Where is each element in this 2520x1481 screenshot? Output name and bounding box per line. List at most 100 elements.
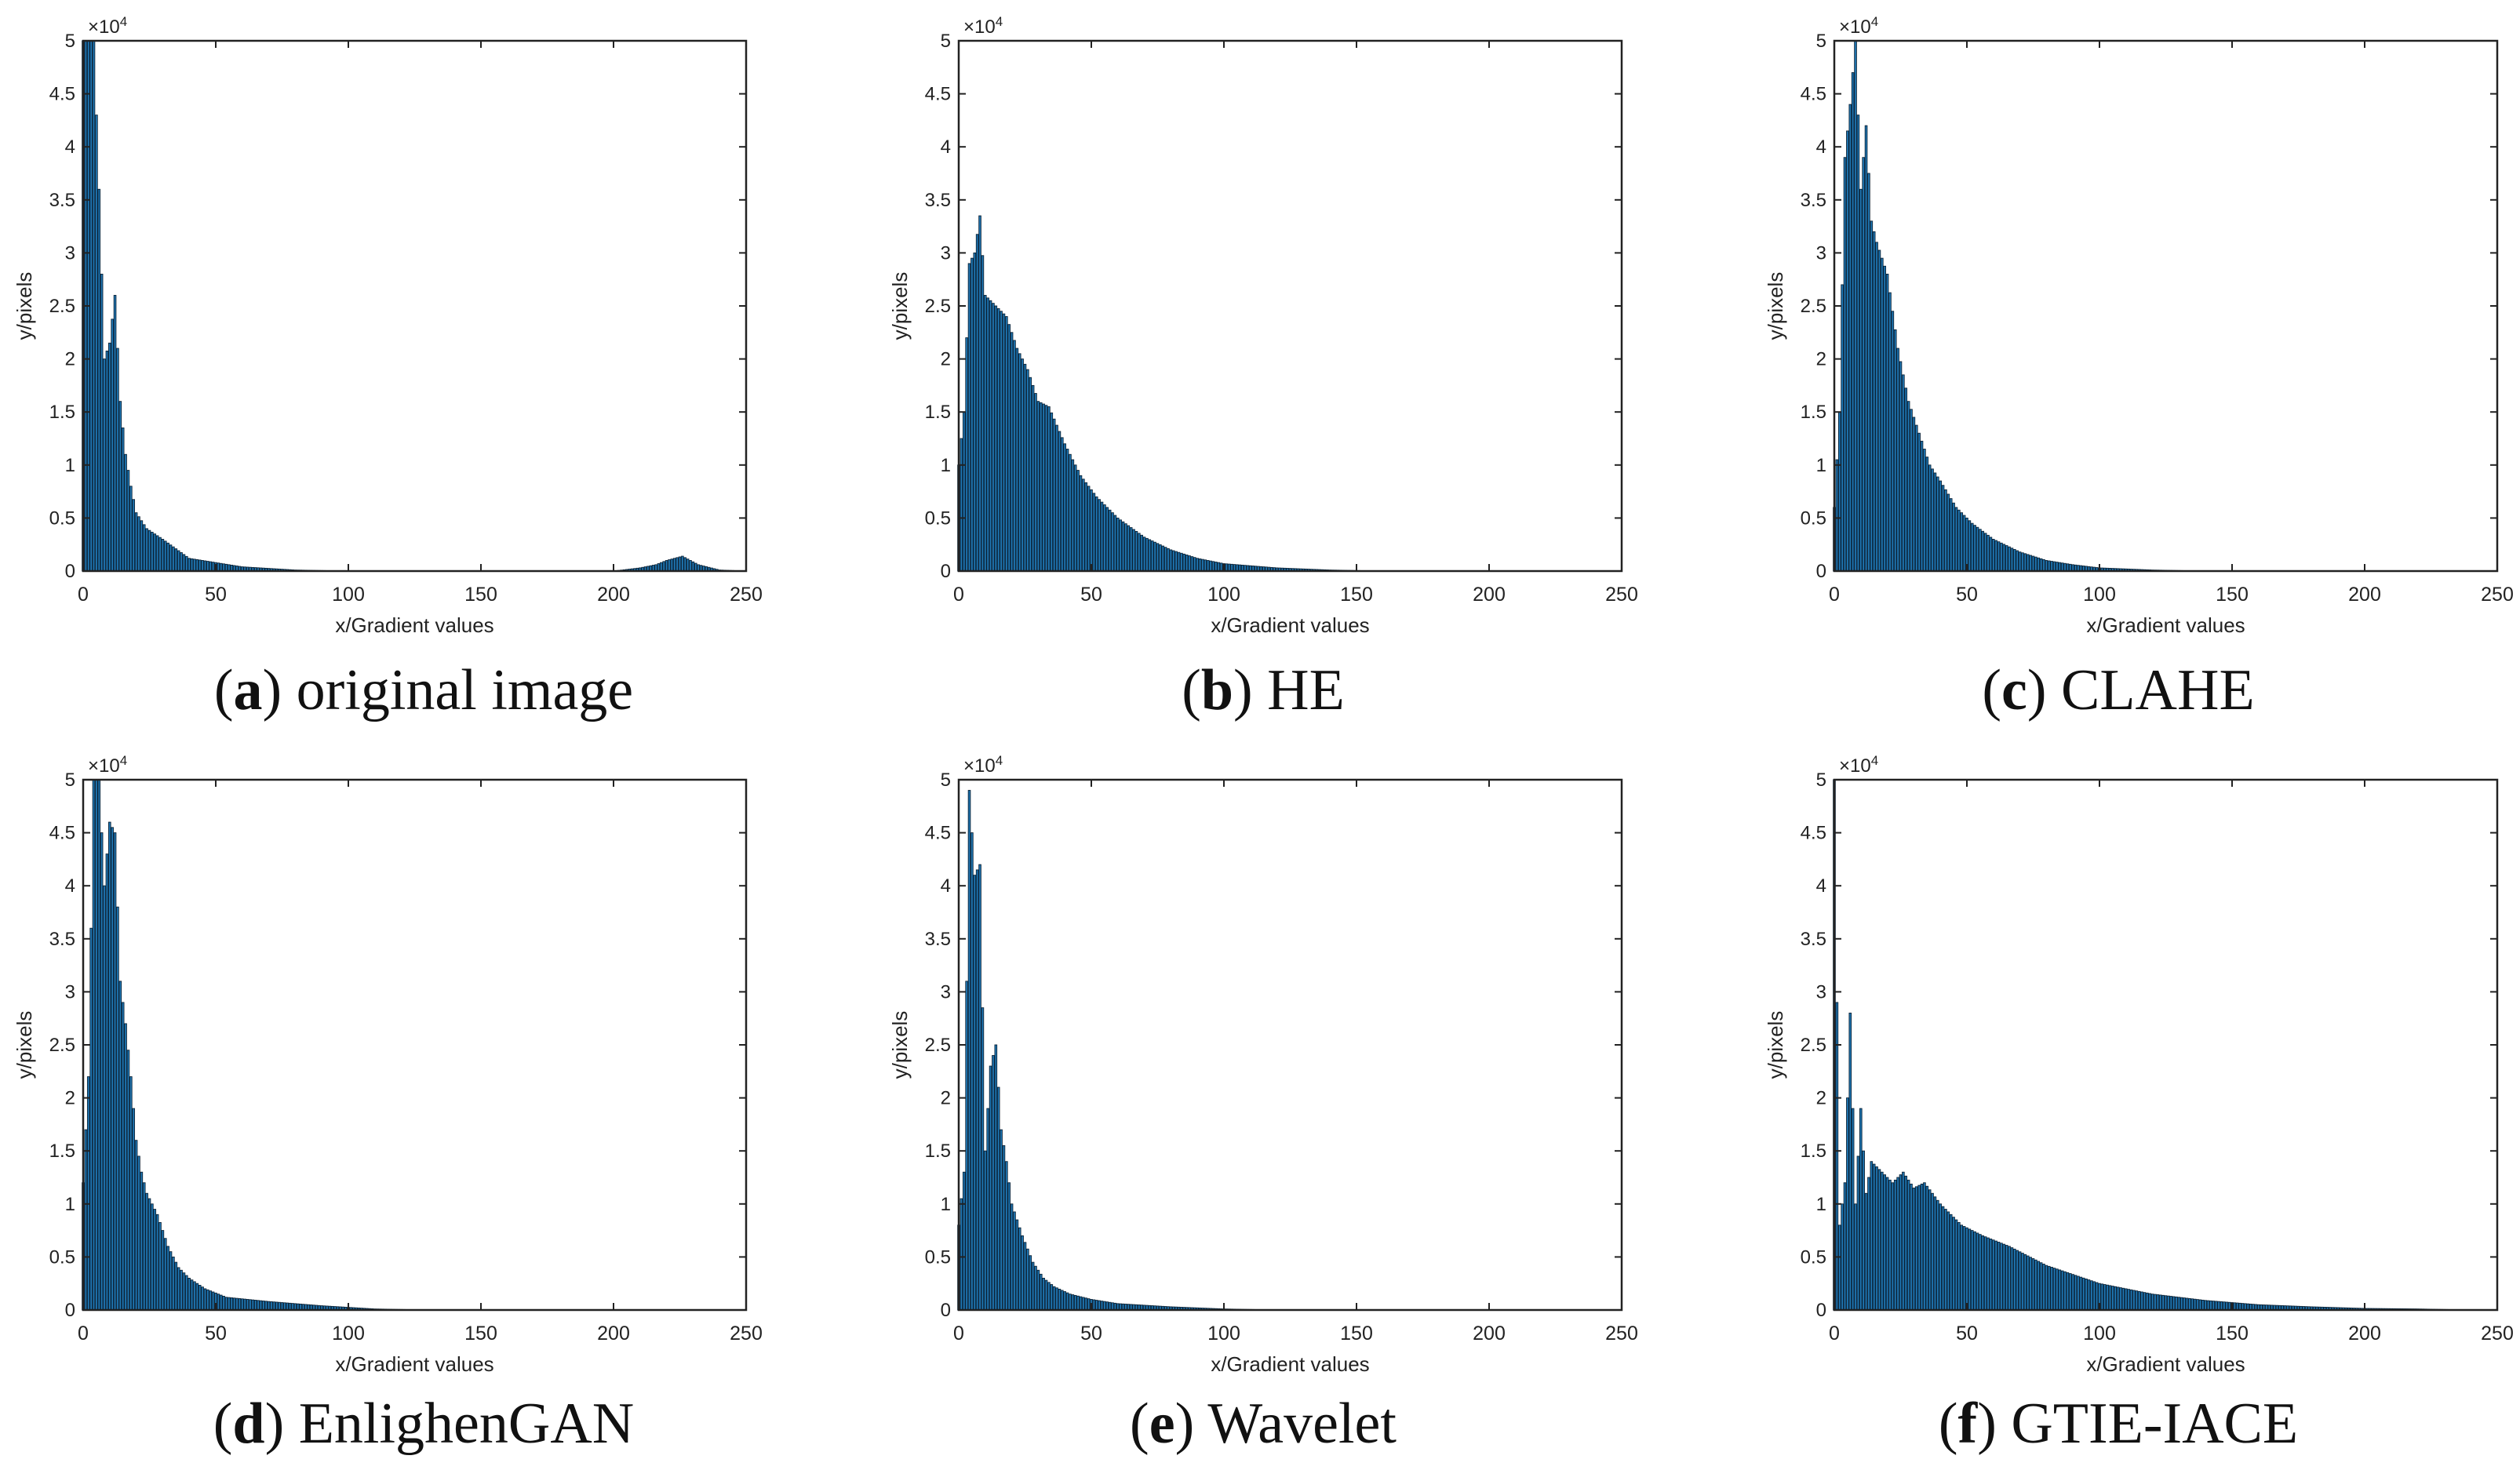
- y-tick-label: 4: [1816, 875, 1826, 897]
- histogram-bar: [100, 273, 104, 572]
- histogram-bar: [1071, 459, 1075, 572]
- histogram-bar: [996, 1086, 1000, 1311]
- histogram-c: 0 50 100 150 200 250 0 0.5 1 1.5 2 2.5 3 3.5 4 4.5 5 ×104…: [1764, 14, 2514, 637]
- histogram-bar: [286, 1302, 290, 1311]
- y-tick-label: 3.5: [1801, 190, 1826, 211]
- histogram-bar: [1891, 311, 1895, 572]
- histogram-bar: [132, 1108, 136, 1311]
- histogram-bar: [1891, 1182, 1895, 1311]
- histogram-bar: [2008, 1246, 2011, 1311]
- x-tick-label: 150: [464, 584, 497, 606]
- histogram-bar: [1134, 530, 1138, 572]
- y-tick-label: 2.5: [49, 296, 75, 317]
- histogram-bar: [1079, 1296, 1083, 1311]
- histogram-bar: [188, 1277, 191, 1311]
- histogram-bar: [2060, 562, 2064, 572]
- histogram-bar: [206, 1289, 209, 1311]
- histogram-bar: [232, 1297, 236, 1311]
- histogram-bar: [2201, 1299, 2205, 1311]
- y-exponent-power: 4: [1871, 14, 1878, 29]
- histogram-bar: [1983, 1236, 1987, 1311]
- histogram-bar: [1917, 432, 1921, 572]
- histogram-bar: [1902, 374, 1905, 572]
- histogram-bar: [665, 560, 668, 572]
- histogram-bar: [694, 562, 697, 572]
- histogram-bar: [2013, 548, 2016, 572]
- histogram-bar: [1848, 1012, 1852, 1311]
- histogram-bar: [2018, 1251, 2022, 1311]
- histogram-bar: [1167, 548, 1170, 572]
- histogram-bar: [147, 1198, 151, 1311]
- histogram-bar: [1973, 525, 1976, 572]
- histogram-bar: [2150, 1294, 2154, 1311]
- histogram-bar: [1883, 265, 1887, 572]
- y-axis-label: y/pixels: [13, 1011, 36, 1079]
- histogram-bar: [153, 533, 157, 572]
- histogram-bar: [1052, 1286, 1056, 1311]
- histogram-bar: [1944, 489, 1947, 572]
- histogram-bar: [2154, 1294, 2157, 1311]
- histogram-bar: [2156, 1294, 2160, 1311]
- y-tick-label: 4: [1816, 136, 1826, 158]
- histogram-bar: [222, 563, 225, 572]
- histogram-bar: [683, 557, 687, 572]
- histogram-bar: [1079, 475, 1083, 572]
- x-tick-label: 150: [464, 1323, 497, 1345]
- histogram-bar: [1846, 1097, 1849, 1311]
- histogram-bar: [1047, 406, 1051, 572]
- histogram-bar: [1859, 1108, 1863, 1311]
- histogram-bar: [2164, 1295, 2168, 1311]
- histogram-bar: [1862, 157, 1865, 572]
- histogram-bar: [86, 1076, 90, 1311]
- histogram-bar: [2026, 1255, 2030, 1311]
- histogram-bar: [1073, 1294, 1077, 1311]
- histogram-bar: [193, 559, 196, 572]
- histogram-bar: [1044, 405, 1048, 572]
- histogram-bar: [975, 869, 979, 1311]
- histogram-bar: [1230, 563, 1233, 572]
- histogram-bar: [2190, 1298, 2194, 1311]
- histogram-a: 0 50 100 150 200 250 0 0.5 1 1.5 2 2.5 3 3.5 4 4.5 5 ×104…: [13, 14, 763, 637]
- histogram-bar: [1960, 1224, 1964, 1311]
- x-tick-label: 0: [78, 584, 89, 606]
- histogram-bar: [965, 337, 968, 572]
- histogram-bar: [2058, 1269, 2062, 1311]
- histogram-bar: [193, 1281, 196, 1311]
- x-tick-label: 250: [2481, 584, 2514, 606]
- histogram-bar: [1082, 1297, 1085, 1311]
- histogram-d: 0 50 100 150 200 250 0 0.5 1 1.5 2 2.5 3 3.5 4 4.5 5 ×104…: [13, 753, 763, 1376]
- x-tick-label: 200: [1473, 1323, 1506, 1345]
- histogram-bar: [1044, 1279, 1048, 1311]
- histogram-bar: [1872, 231, 1876, 572]
- histogram-bar: [2074, 1275, 2078, 1311]
- histogram-bar: [158, 1222, 162, 1311]
- caption-b: (b) HE: [1182, 658, 1345, 722]
- x-tick-label: 100: [2083, 1323, 2116, 1345]
- histogram-bar: [1843, 157, 1847, 572]
- histogram-bar: [140, 520, 144, 572]
- histogram-bar: [1076, 470, 1080, 572]
- x-tick-label: 200: [597, 584, 630, 606]
- x-tick-label: 50: [205, 584, 227, 606]
- y-tick-label: 4: [65, 875, 75, 897]
- histogram-bar: [1862, 1150, 1865, 1311]
- histogram-bar: [1872, 1163, 1876, 1311]
- histogram-bar: [155, 535, 159, 572]
- x-tick-label: 200: [2348, 584, 2381, 606]
- histogram-bar: [158, 537, 162, 572]
- histogram-bar: [166, 542, 169, 572]
- histogram-bar: [222, 1295, 225, 1311]
- histogram-bar: [153, 1209, 157, 1311]
- histogram-bar: [2214, 1301, 2218, 1311]
- histogram-bar: [161, 1230, 165, 1311]
- histogram-bar: [1058, 431, 1062, 572]
- y-tick-label: 0.5: [925, 1246, 951, 1268]
- histogram-bar: [1944, 1209, 1947, 1311]
- histogram-bar: [1851, 1108, 1855, 1311]
- y-tick-label: 1.5: [925, 402, 951, 423]
- histogram-bar: [986, 1108, 989, 1311]
- histogram-bar: [203, 1288, 207, 1311]
- histogram-bar: [1870, 220, 1874, 572]
- histogram-bar: [1153, 541, 1156, 572]
- histogram-e: 0 50 100 150 200 250 0 0.5 1 1.5 2 2.5 3 3.5 4 4.5 5 ×104…: [888, 753, 1638, 1376]
